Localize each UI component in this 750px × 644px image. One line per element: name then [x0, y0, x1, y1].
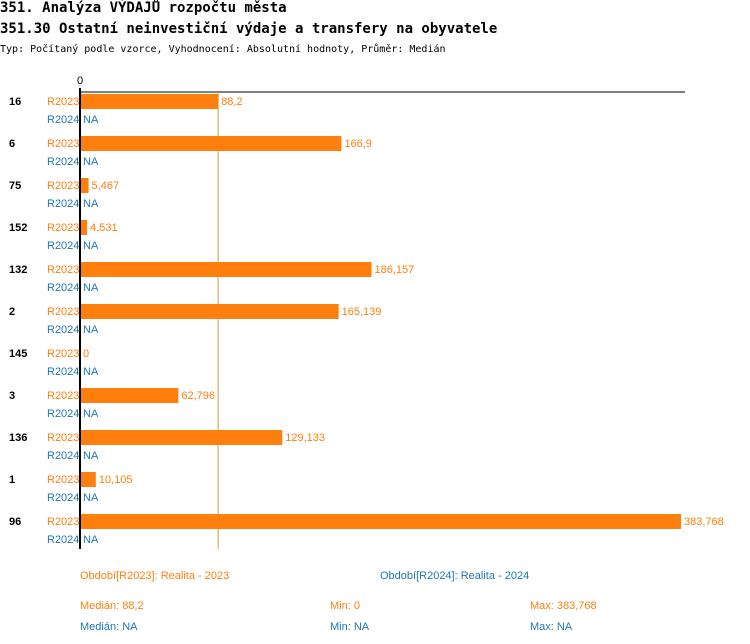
legend-r2023: Období[R2023]: Realita - 2023	[80, 570, 230, 582]
series-label-r2023: R2023	[47, 264, 79, 276]
value-label-r2023: 10,105	[99, 474, 133, 486]
chart-meta: Typ: Počítaný podle vzorce, Vyhodnocení:…	[0, 44, 446, 55]
category-label: 16	[9, 96, 21, 108]
series-label-r2024: R2024	[47, 492, 79, 504]
value-label-r2023: 5,467	[92, 180, 120, 192]
value-label-r2024: NA	[83, 114, 99, 126]
series-label-r2024: R2024	[47, 156, 79, 168]
value-label-r2023: 186,157	[375, 264, 415, 276]
chart-subtitle: 351.30 Ostatní neinvestiční výdaje a tra…	[0, 21, 498, 37]
series-label-r2023: R2023	[47, 432, 79, 444]
value-label-r2024: NA	[83, 156, 99, 168]
value-label-r2024: NA	[83, 450, 99, 462]
category-label: 3	[9, 390, 15, 402]
bar-r2023	[80, 304, 339, 319]
value-label-r2023: 62,796	[181, 390, 215, 402]
series-label-r2023: R2023	[47, 474, 79, 486]
value-label-r2023: 4,531	[90, 222, 118, 234]
series-label-r2023: R2023	[47, 348, 79, 360]
category-label: 2	[9, 306, 15, 318]
stat-min-r2024: Min: NA	[330, 621, 370, 633]
bar-r2023	[80, 430, 283, 445]
page-title: 351. Analýza VÝDAJŮ rozpočtu města	[0, 0, 287, 16]
category-label: 6	[9, 138, 15, 150]
category-label: 152	[9, 222, 27, 234]
series-label-r2023: R2023	[47, 306, 79, 318]
bar-r2023	[80, 178, 89, 193]
value-label-r2023: 166,9	[344, 138, 372, 150]
stat-max-r2024: Max: NA	[530, 621, 573, 633]
bar-r2023	[80, 472, 96, 487]
series-label-r2024: R2024	[47, 114, 79, 126]
value-label-r2023: 129,133	[285, 432, 325, 444]
stat-median-r2024: Medián: NA	[80, 621, 138, 633]
value-label-r2023: 383,768	[684, 516, 724, 528]
series-label-r2023: R2023	[47, 516, 79, 528]
value-label-r2024: NA	[83, 198, 99, 210]
series-label-r2023: R2023	[47, 222, 79, 234]
value-label-r2023: 88,2	[221, 96, 242, 108]
series-label-r2023: R2023	[47, 390, 79, 402]
stat-max-r2023: Max: 383,768	[530, 600, 597, 612]
stat-min-r2023: Min: 0	[330, 600, 360, 612]
series-label-r2024: R2024	[47, 324, 79, 336]
value-label-r2024: NA	[83, 240, 99, 252]
value-label-r2023: 165,139	[342, 306, 382, 318]
category-label: 96	[9, 516, 21, 528]
value-label-r2024: NA	[83, 282, 99, 294]
series-label-r2024: R2024	[47, 282, 79, 294]
series-label-r2024: R2024	[47, 198, 79, 210]
series-label-r2024: R2024	[47, 534, 79, 546]
category-label: 1	[9, 474, 15, 486]
category-label: 132	[9, 264, 27, 276]
bar-r2023	[80, 136, 342, 151]
axis-zero-label: 0	[77, 75, 83, 87]
series-label-r2024: R2024	[47, 240, 79, 252]
series-label-r2024: R2024	[47, 366, 79, 378]
category-label: 145	[9, 348, 27, 360]
series-label-r2024: R2024	[47, 450, 79, 462]
bar-r2023	[80, 388, 179, 403]
bar-r2023	[80, 94, 219, 109]
value-label-r2023: 0	[83, 348, 89, 360]
value-label-r2024: NA	[83, 408, 99, 420]
bar-chart: 0 16 R2023 R2024 88,2 NA 6 R2023 R2024 166,9 NA 75 R…	[9, 75, 724, 549]
value-label-r2024: NA	[83, 324, 99, 336]
category-label: 136	[9, 432, 27, 444]
value-label-r2024: NA	[83, 534, 99, 546]
legend-r2024: Období[R2024]: Realita - 2024	[380, 570, 530, 582]
category-label: 75	[9, 180, 21, 192]
bar-r2023	[80, 514, 681, 529]
value-label-r2024: NA	[83, 492, 99, 504]
bar-r2023	[80, 220, 88, 235]
bar-r2023	[80, 262, 372, 277]
stat-median-r2023: Medián: 88,2	[80, 600, 144, 612]
series-label-r2023: R2023	[47, 138, 79, 150]
series-label-r2023: R2023	[47, 180, 79, 192]
value-label-r2024: NA	[83, 366, 99, 378]
series-label-r2023: R2023	[47, 96, 79, 108]
series-label-r2024: R2024	[47, 408, 79, 420]
